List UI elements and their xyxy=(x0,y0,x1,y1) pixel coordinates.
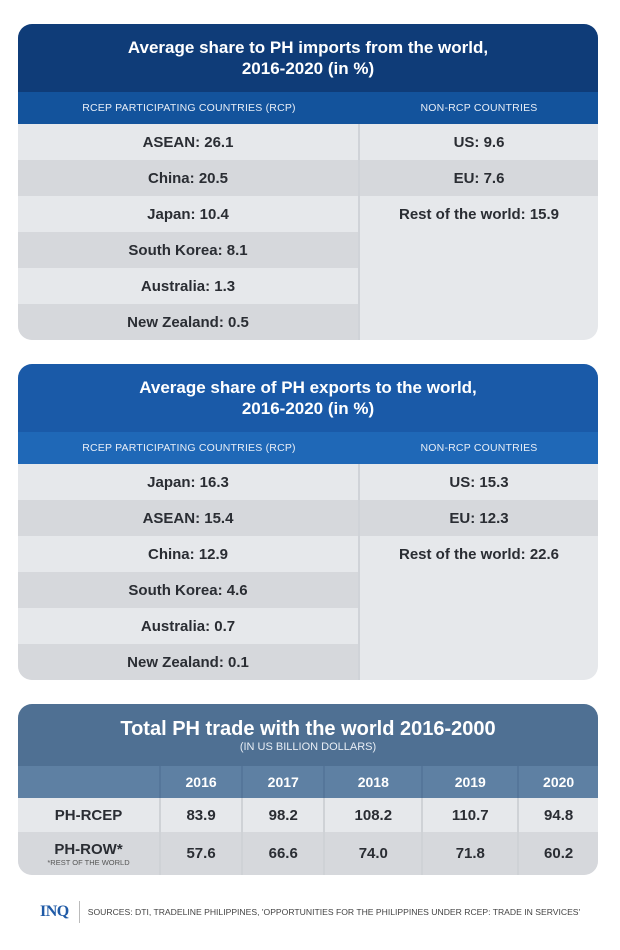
inq-logo: INQ xyxy=(40,903,69,920)
year-header: 2020 xyxy=(518,766,598,798)
trade-title: Total PH trade with the world 2016-2000 … xyxy=(18,704,598,766)
table-row: New Zealand: 0.1 xyxy=(18,644,358,680)
table-row: PH-RCEP 83.9 98.2 108.2 110.7 94.8 xyxy=(18,798,598,832)
non-rcep-column: US: 9.6 EU: 7.6 Rest of the world: 15.9 xyxy=(360,124,598,340)
title-line: 2016-2020 (in %) xyxy=(241,399,375,418)
table-row: China: 20.5 xyxy=(18,160,358,196)
year-header: 2018 xyxy=(324,766,424,798)
table-row: US: 9.6 xyxy=(453,133,505,151)
value-cell: 60.2 xyxy=(518,832,598,875)
table-row: South Korea: 4.6 xyxy=(18,572,358,608)
sources-text: SOURCES: DTI, TRADELINE PHILIPPINES, 'OP… xyxy=(87,907,581,917)
exports-title: Average share of PH exports to the world… xyxy=(18,364,598,432)
non-rcep-column: US: 15.3 EU: 12.3 Rest of the world: 22.… xyxy=(360,464,598,680)
exports-header-row: RCEP PARTICIPATING COUNTRIES (RCP) NON-R… xyxy=(18,432,598,464)
table-row: Australia: 1.3 xyxy=(140,277,236,295)
imports-title: Average share to PH imports from the wor… xyxy=(18,24,598,92)
year-header-row: 2016 2017 2018 2019 2020 xyxy=(18,766,598,798)
title-line: 2016-2020 (in %) xyxy=(241,59,375,78)
corner-cell xyxy=(18,766,161,798)
value-cell: 74.0 xyxy=(324,832,424,875)
year-header: 2019 xyxy=(422,766,520,798)
table-row: ASEAN: 15.4 xyxy=(18,500,358,536)
title-line: Average share of PH exports to the world… xyxy=(139,378,477,397)
table-row: Australia: 0.7 xyxy=(140,617,236,635)
value-cell: 98.2 xyxy=(242,798,326,832)
title-line: Average share to PH imports from the wor… xyxy=(127,38,489,57)
row-label-cell: PH-ROW* *REST OF THE WORLD xyxy=(18,832,161,875)
rcep-header: RCEP PARTICIPATING COUNTRIES (RCP) xyxy=(82,102,296,114)
value-cell: 83.9 xyxy=(160,798,244,832)
row-label: PH-RCEP xyxy=(18,798,161,832)
table-row: Japan: 16.3 xyxy=(147,473,229,491)
exports-panel: Average share of PH exports to the world… xyxy=(18,364,598,680)
table-row: Rest of the world: 22.6 xyxy=(398,545,560,563)
non-rcep-header: NON-RCP COUNTRIES xyxy=(420,442,538,454)
table-row: Japan: 10.4 xyxy=(147,205,229,223)
trade-title-text: Total PH trade with the world 2016-2000 xyxy=(120,717,496,740)
year-header: 2017 xyxy=(242,766,326,798)
value-cell: 108.2 xyxy=(324,798,424,832)
table-row: New Zealand: 0.5 xyxy=(18,304,358,340)
rcep-column: Japan: 16.3 ASEAN: 15.4 China: 12.9 Sout… xyxy=(18,464,360,680)
trade-panel: Total PH trade with the world 2016-2000 … xyxy=(18,704,598,875)
rcep-column: ASEAN: 26.1 China: 20.5 Japan: 10.4 Sout… xyxy=(18,124,360,340)
trade-subtitle: (IN US BILLION DOLLARS) xyxy=(239,740,377,753)
value-cell: 57.6 xyxy=(160,832,244,875)
footer: INQ SOURCES: DTI, TRADELINE PHILIPPINES,… xyxy=(40,900,580,924)
value-cell: 110.7 xyxy=(422,798,520,832)
rcep-header: RCEP PARTICIPATING COUNTRIES (RCP) xyxy=(82,442,296,454)
value-cell: 71.8 xyxy=(422,832,520,875)
table-row: EU: 12.3 xyxy=(360,500,598,536)
value-cell: 66.6 xyxy=(242,832,326,875)
non-rcep-header: NON-RCP COUNTRIES xyxy=(420,102,538,114)
row-label: PH-ROW* xyxy=(54,840,123,858)
table-row: China: 12.9 xyxy=(147,545,229,563)
divider xyxy=(78,901,80,923)
row-footnote: *REST OF THE WORLD xyxy=(47,857,130,867)
table-row: PH-ROW* *REST OF THE WORLD 57.6 66.6 74.… xyxy=(18,832,598,875)
trade-table: 2016 2017 2018 2019 2020 PH-RCEP 83.9 98… xyxy=(18,766,598,875)
table-row: US: 15.3 xyxy=(449,473,509,491)
imports-header-row: RCEP PARTICIPATING COUNTRIES (RCP) NON-R… xyxy=(18,92,598,124)
year-header: 2016 xyxy=(160,766,244,798)
value-cell: 94.8 xyxy=(518,798,598,832)
imports-panel: Average share to PH imports from the wor… xyxy=(18,24,598,340)
table-row: ASEAN: 26.1 xyxy=(142,133,234,151)
table-row: EU: 7.6 xyxy=(360,160,598,196)
table-row: Rest of the world: 15.9 xyxy=(398,205,560,223)
table-row: South Korea: 8.1 xyxy=(18,232,358,268)
